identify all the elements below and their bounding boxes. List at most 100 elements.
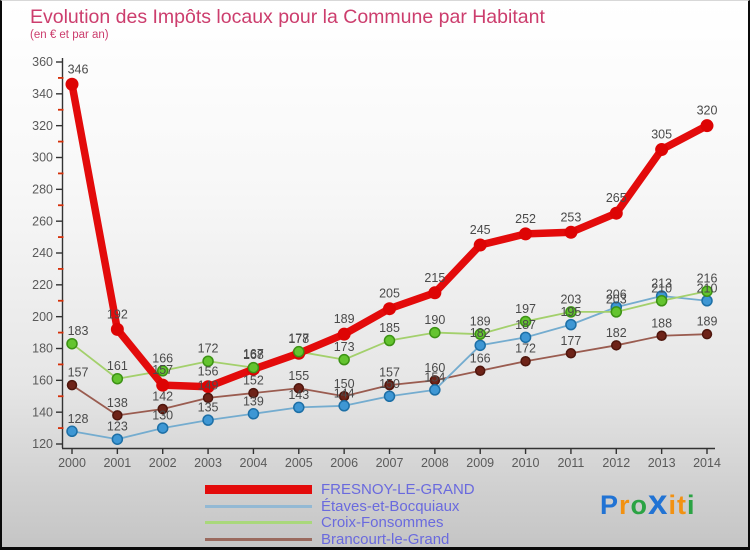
y-tick-label: 340 — [32, 87, 53, 101]
data-point-label: 189 — [470, 315, 491, 329]
x-tick-label: 2006 — [330, 456, 358, 470]
data-point-label: 265 — [606, 191, 627, 205]
data-point-label: 157 — [379, 366, 400, 380]
legend-swatch — [205, 537, 312, 541]
data-point — [655, 143, 669, 157]
legend-label: Étaves-et-Bocquiaux — [321, 497, 460, 515]
logo-letter: i — [668, 489, 678, 520]
data-point-label: 188 — [651, 316, 672, 330]
data-point-label: 185 — [379, 321, 400, 335]
data-point-label: 203 — [560, 292, 581, 306]
data-point-label: 182 — [606, 326, 627, 340]
data-point — [429, 384, 441, 396]
data-point — [111, 372, 124, 385]
logo-letter: P — [600, 489, 620, 520]
data-point-label: 205 — [379, 287, 400, 301]
data-point-label: 252 — [515, 212, 536, 226]
data-point-label: 160 — [424, 361, 445, 375]
data-point-label: 172 — [515, 342, 536, 356]
data-point-label: 166 — [152, 351, 173, 365]
data-point — [156, 365, 169, 377]
data-point-label: 138 — [107, 396, 128, 410]
data-point — [157, 403, 168, 415]
data-point-label: 189 — [334, 312, 355, 326]
series-dots-croix-fonsommes — [66, 285, 713, 385]
data-point — [474, 328, 486, 340]
series-dots-etaves-et-bocquiaux — [66, 290, 713, 445]
data-point-label: 166 — [470, 351, 491, 365]
legend-swatch — [205, 521, 312, 525]
data-point-label: 150 — [379, 377, 400, 391]
data-point — [656, 330, 667, 342]
x-tick-label: 2009 — [466, 456, 494, 470]
data-point-label: 213 — [651, 276, 672, 290]
y-tick-label: 360 — [32, 55, 53, 69]
data-point-label: 128 — [68, 412, 89, 426]
data-point — [609, 206, 623, 220]
data-point-label: 190 — [424, 313, 445, 327]
y-tick-label: 240 — [32, 246, 53, 260]
data-point-label: 135 — [198, 401, 219, 415]
data-point-label: 130 — [152, 409, 173, 423]
legend-item-croix-fonsommes: Croix-Fonsommes — [205, 515, 475, 530]
data-point-label: 346 — [68, 62, 89, 76]
data-point — [293, 383, 305, 394]
data-point-label: 192 — [107, 307, 128, 321]
x-tick-label: 2011 — [557, 456, 584, 470]
data-point-label: 157 — [68, 366, 89, 380]
data-point-label: 210 — [651, 281, 672, 295]
data-point-label: 150 — [334, 377, 355, 391]
data-point — [565, 318, 577, 331]
y-tick-label: 140 — [32, 405, 53, 419]
x-tick-label: 2005 — [285, 456, 313, 470]
logo-letter: r — [619, 489, 631, 520]
data-point — [202, 392, 214, 404]
data-point — [110, 322, 124, 336]
data-point — [202, 414, 214, 426]
x-tick-label: 2001 — [103, 456, 131, 470]
page-title: Evolution des Impôts locaux pour la Comm… — [30, 6, 545, 28]
data-point — [66, 425, 78, 438]
y-tick-label: 200 — [32, 310, 53, 324]
data-point-label: 172 — [198, 342, 219, 356]
data-point-label: 161 — [107, 359, 128, 373]
data-point-label: 203 — [606, 292, 627, 306]
data-point-label: 197 — [515, 302, 536, 316]
y-tick-label: 180 — [32, 342, 53, 356]
data-point — [383, 302, 396, 316]
data-point-label: 187 — [515, 318, 536, 332]
legend-item-fresnoy-le-grand: FRESNOY-LE-GRAND — [205, 482, 475, 497]
data-point — [156, 422, 169, 434]
y-tick-label: 300 — [32, 151, 53, 165]
data-point — [655, 295, 668, 307]
logo-letter: t — [677, 489, 688, 520]
data-point — [66, 379, 78, 391]
x-axis: 2000 2001 2002 2003 2004 2005 2006 2007 2008 2009… — [58, 447, 721, 470]
data-point-label: 168 — [243, 348, 264, 362]
data-point — [474, 365, 486, 377]
data-point — [248, 387, 259, 399]
data-point — [611, 340, 622, 351]
data-point — [384, 379, 395, 391]
x-tick-label: 2003 — [194, 456, 222, 470]
y-tick-label: 260 — [32, 214, 53, 228]
data-point — [293, 345, 305, 358]
data-point-label: 178 — [288, 332, 309, 346]
x-tick-label: 2008 — [421, 456, 449, 470]
data-point — [247, 408, 260, 420]
data-point — [519, 331, 532, 344]
line-chart: 120 140 160 180 200 220 240 260 280 300 320 340 360 2… — [32, 55, 721, 470]
data-point — [156, 378, 170, 392]
data-point — [428, 286, 442, 300]
data-point-label: 154 — [424, 370, 445, 384]
data-point — [338, 353, 350, 366]
data-point — [474, 339, 486, 352]
data-point-label: 156 — [198, 365, 219, 379]
data-point — [66, 337, 78, 350]
data-point-label: 177 — [288, 331, 309, 345]
data-point — [337, 327, 351, 341]
x-tick-label: 2013 — [648, 456, 676, 470]
data-point-label: 206 — [606, 288, 627, 302]
data-point — [565, 306, 577, 318]
